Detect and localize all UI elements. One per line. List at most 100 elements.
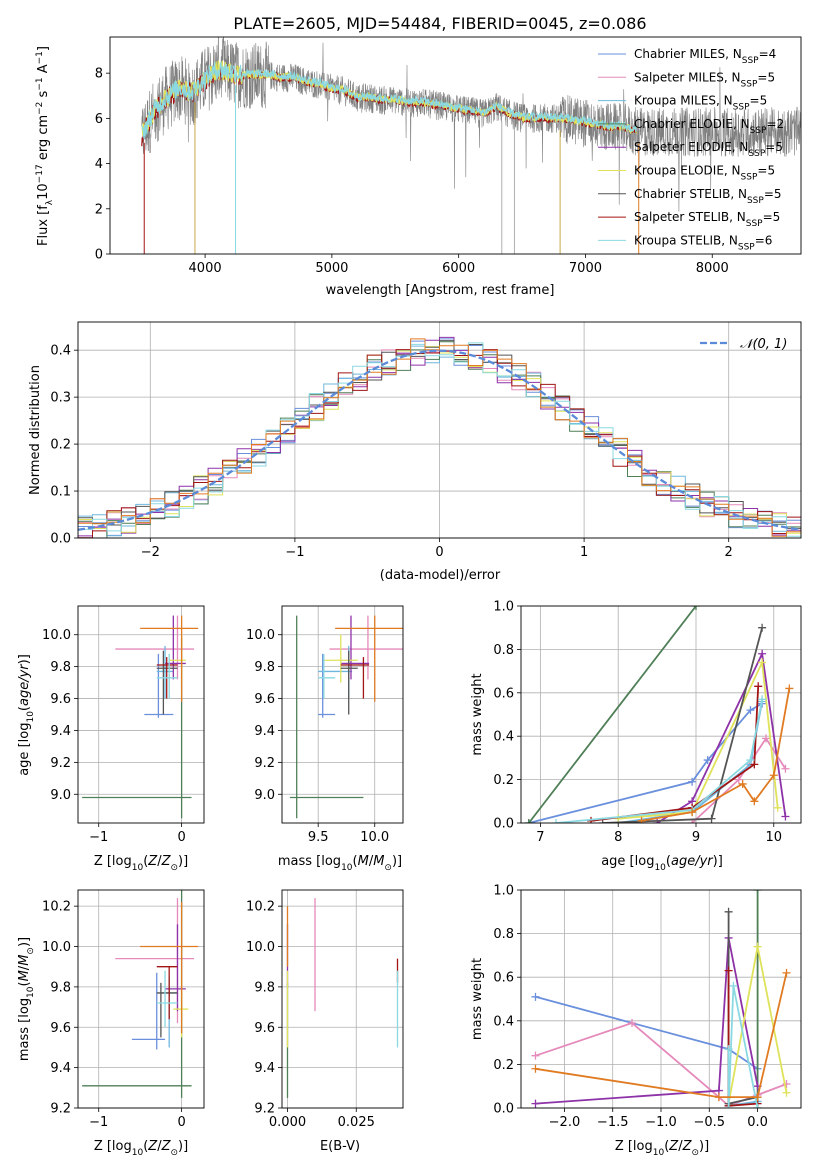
plot-area-residuals xyxy=(78,336,801,538)
label-part: mass [log xyxy=(17,998,32,1061)
x-tick-label: 0.000 xyxy=(269,1115,306,1130)
y-tick-label: 0.1 xyxy=(50,485,71,500)
x-tick-label: 0.025 xyxy=(338,1115,375,1130)
weight-marker xyxy=(746,706,755,715)
y-tick-label: 10.2 xyxy=(246,900,275,915)
label-part: Z xyxy=(668,1139,679,1154)
weight-marker xyxy=(762,734,770,743)
x-axis-label: Z [log10(Z/Z⊙)] xyxy=(94,854,188,873)
y-tick-label: 9.6 xyxy=(50,692,71,707)
label-part: Z xyxy=(161,1139,172,1154)
y-tick-label: 9.2 xyxy=(254,1102,275,1117)
x-tick-label: 0 xyxy=(177,1115,185,1130)
y-tick-label: 8 xyxy=(95,67,103,82)
weight-line xyxy=(618,659,779,820)
weight-marker xyxy=(707,814,716,823)
label-part: SSP xyxy=(741,79,758,89)
x-axis-label: age [log10(age/yr)] xyxy=(601,854,723,873)
y-tick-label: 0.4 xyxy=(493,730,514,745)
label-part: ( xyxy=(143,854,148,869)
label-part: ⊙ xyxy=(384,863,392,873)
weight-marker xyxy=(637,816,646,823)
legend-entry: Chabrier ELODIE, NSSP=2 xyxy=(634,117,784,136)
weight-marker xyxy=(758,658,767,667)
x-tick-label: 6000 xyxy=(442,261,475,276)
label-part: ⊙ xyxy=(26,947,36,955)
label-part: erg cm xyxy=(36,115,51,164)
x-tick-label: −1 xyxy=(89,830,108,845)
label-part: Z xyxy=(161,854,172,869)
label-part: Salpeter ELODIE, N xyxy=(634,140,748,154)
histogram-step xyxy=(78,336,801,537)
y-tick-label: 0.8 xyxy=(493,927,514,942)
weight-line xyxy=(555,699,763,823)
weight-marker xyxy=(587,816,595,823)
plot-area-age_vs_Z xyxy=(82,615,199,819)
y-tick-label: 9.6 xyxy=(254,692,275,707)
label-part: M xyxy=(358,854,369,869)
plot-area-mass_vs_Z xyxy=(82,890,199,1098)
plot-area-weight_vs_Z xyxy=(531,890,791,1108)
weight-line xyxy=(727,985,759,1108)
weight-marker xyxy=(738,779,747,788)
weight-marker xyxy=(724,966,733,975)
label-part: Kroupa STELIB, N xyxy=(634,233,738,247)
axes-frame xyxy=(281,605,404,824)
weight-marker xyxy=(758,649,767,658)
label-part: ⊙ xyxy=(691,1148,699,1158)
weight-line xyxy=(535,1021,787,1107)
y-tick-label: 2 xyxy=(95,202,103,217)
weight-marker xyxy=(782,1080,791,1089)
y-tick-label: 10.0 xyxy=(246,940,275,955)
label-part: ⊙ xyxy=(170,1148,178,1158)
y-axis-label: age [log10(age/yr)] xyxy=(17,654,36,776)
label-part: =5 xyxy=(757,164,775,178)
weight-marker xyxy=(531,1064,540,1073)
x-tick-label: 1 xyxy=(580,545,588,560)
label-part: =6 xyxy=(755,233,773,247)
label-part: ] xyxy=(36,46,51,51)
y-tick-label: 0.4 xyxy=(493,1014,514,1029)
weight-marker xyxy=(734,775,743,784)
label-part: Flux [f xyxy=(36,205,51,246)
label-part: =5 xyxy=(757,70,775,84)
y-tick-label: 0.2 xyxy=(50,438,71,453)
y-axis-label: mass weight xyxy=(470,673,485,755)
y-axis-label: Normed distribution xyxy=(28,365,43,495)
label-part: −17 xyxy=(35,164,45,183)
label-part: ⊙ xyxy=(170,863,178,873)
weight-marker xyxy=(782,1088,791,1097)
x-axis-label: (data-model)/error xyxy=(380,568,501,583)
weight-marker xyxy=(531,992,540,1001)
weight-marker xyxy=(552,819,560,823)
label-part: −1 xyxy=(35,51,45,64)
weight-marker xyxy=(598,819,607,823)
figure-title: PLATE=2605, MJD=54484, FIBERID=0045, z=0… xyxy=(233,14,646,33)
label-part: M xyxy=(373,854,384,869)
y-axis-label: mass weight xyxy=(470,958,485,1040)
label-part: =2 xyxy=(766,117,784,131)
y-tick-label: 4 xyxy=(95,157,103,172)
y-tick-label: 9.4 xyxy=(254,724,275,739)
y-tick-label: 9.4 xyxy=(254,1061,275,1076)
plot-area-weight_vs_age xyxy=(524,606,794,823)
y-tick-label: 0 xyxy=(95,248,103,263)
label-part: 10 xyxy=(26,986,36,998)
x-axis-label: mass [log10(M/M⊙)] xyxy=(278,854,402,873)
y-tick-label: 9.0 xyxy=(50,788,71,803)
label-part: −1 xyxy=(35,77,45,90)
legend-entry: Kroupa ELODIE, NSSP=5 xyxy=(634,164,775,183)
legend-entry: Salpeter ELODIE, NSSP=5 xyxy=(634,140,783,159)
label-part: A xyxy=(36,64,51,77)
label-part: λ xyxy=(45,199,55,205)
label-part: SSP xyxy=(746,219,763,229)
weight-marker xyxy=(750,760,759,769)
label-part: ( xyxy=(353,854,358,869)
axes-frame xyxy=(77,889,205,1109)
y-tick-label: 9.0 xyxy=(254,788,275,803)
label-part: / xyxy=(17,965,32,970)
label-part: ( xyxy=(17,981,32,986)
axes-frame xyxy=(109,36,802,255)
